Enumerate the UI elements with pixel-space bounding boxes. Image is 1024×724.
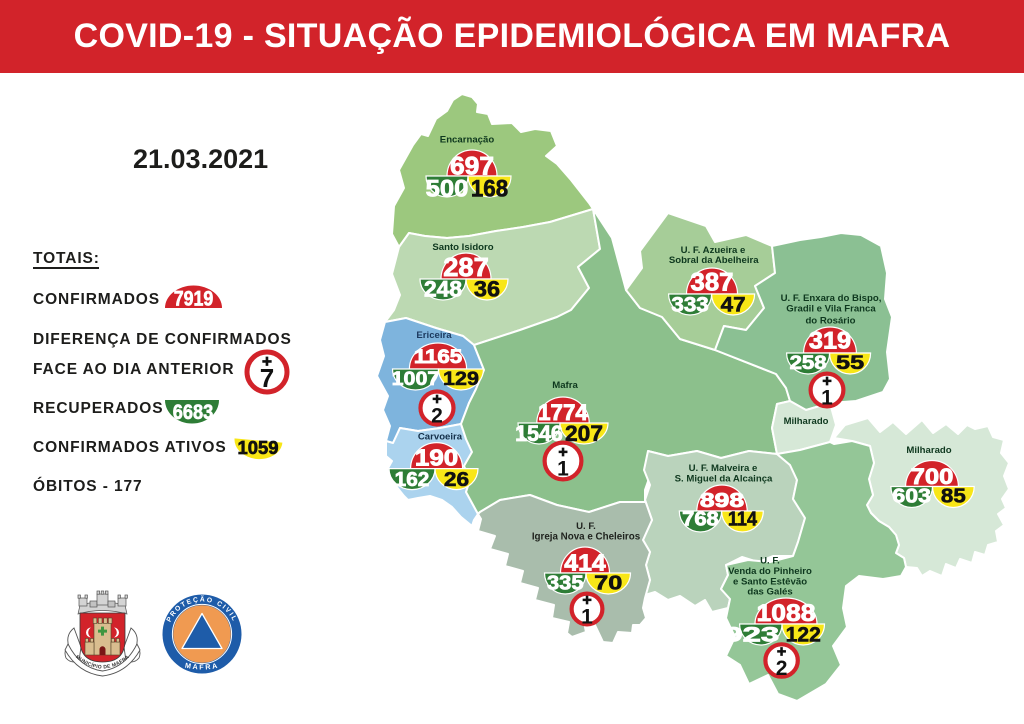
svg-text:+: +: [822, 373, 831, 390]
svg-text:697: 697: [450, 153, 494, 181]
svg-text:+: +: [432, 391, 441, 408]
svg-text:55: 55: [836, 353, 865, 374]
svg-text:+: +: [777, 644, 786, 661]
svg-text:Milharado: Milharado: [784, 416, 829, 427]
svg-text:47: 47: [721, 294, 746, 317]
svg-text:U. F. Azueira e: U. F. Azueira e: [681, 245, 746, 256]
svg-text:U. F. Enxara do Bispo,: U. F. Enxara do Bispo,: [781, 293, 882, 304]
svg-text:Carvoeira: Carvoeira: [418, 432, 463, 443]
svg-text:21.03.2021: 21.03.2021: [133, 144, 268, 174]
svg-text:1: 1: [557, 458, 569, 481]
svg-text:1: 1: [581, 606, 593, 629]
svg-text:U. F.: U. F.: [576, 521, 596, 532]
svg-text:190: 190: [415, 444, 458, 470]
svg-text:ÓBITOS - 177: ÓBITOS - 177: [33, 477, 143, 495]
svg-text:DIFERENÇA DE CONFIRMADOS: DIFERENÇA DE CONFIRMADOS: [33, 331, 292, 348]
svg-text:TOTAIS:: TOTAIS:: [33, 250, 100, 267]
svg-text:319: 319: [809, 327, 851, 354]
svg-text:1088: 1088: [757, 600, 816, 627]
svg-text:Gradil e Vila Franca: Gradil e Vila Franca: [786, 304, 876, 315]
svg-text:768: 768: [682, 509, 719, 531]
svg-text:FACE AO DIA ANTERIOR: FACE AO DIA ANTERIOR: [33, 361, 234, 378]
svg-text:+: +: [262, 352, 272, 371]
svg-text:CONFIRMADOS: CONFIRMADOS: [33, 291, 160, 308]
svg-text:Encarnação: Encarnação: [440, 135, 495, 146]
svg-text:Venda do Pinheiro: Venda do Pinheiro: [728, 566, 812, 577]
svg-text:Mafra: Mafra: [552, 380, 578, 391]
svg-text:923: 923: [724, 623, 779, 647]
svg-text:1007: 1007: [392, 368, 440, 390]
svg-text:Ericeira: Ericeira: [416, 330, 452, 341]
svg-text:do Rosário: do Rosário: [805, 316, 855, 327]
svg-text:7919: 7919: [174, 288, 214, 311]
svg-text:U. F.: U. F.: [760, 556, 780, 567]
svg-text:335: 335: [547, 573, 584, 595]
svg-text:das Galés: das Galés: [747, 586, 792, 597]
svg-text:287: 287: [443, 252, 489, 282]
svg-text:7: 7: [260, 363, 274, 393]
svg-text:333: 333: [671, 294, 708, 317]
svg-text:387: 387: [691, 268, 734, 296]
svg-text:36: 36: [474, 277, 500, 302]
svg-text:26: 26: [444, 469, 469, 491]
svg-text:CONFIRMADOS ATIVOS: CONFIRMADOS ATIVOS: [33, 439, 227, 456]
svg-text:2: 2: [776, 657, 788, 680]
svg-text:U. F. Malveira e: U. F. Malveira e: [689, 463, 758, 474]
svg-text:1165: 1165: [414, 346, 462, 368]
svg-text:1774: 1774: [538, 400, 588, 425]
svg-text:Milharado: Milharado: [906, 445, 951, 456]
svg-text:+: +: [558, 444, 567, 461]
svg-text:2: 2: [431, 405, 443, 428]
svg-text:RECUPERADOS: RECUPERADOS: [33, 400, 163, 417]
svg-text:S. Miguel da Alcainça: S. Miguel da Alcainça: [675, 474, 773, 485]
svg-text:6683: 6683: [173, 401, 214, 424]
svg-text:Sobral da Abelheira: Sobral da Abelheira: [669, 255, 759, 266]
svg-text:85: 85: [941, 486, 966, 508]
svg-text:114: 114: [728, 509, 758, 531]
svg-text:898: 898: [700, 490, 744, 512]
svg-text:129: 129: [443, 368, 479, 390]
svg-text:248: 248: [424, 277, 462, 302]
svg-text:Santo Isidoro: Santo Isidoro: [432, 242, 493, 253]
svg-text:Igreja Nova e Cheleiros: Igreja Nova e Cheleiros: [532, 532, 641, 543]
svg-text:+: +: [582, 592, 591, 609]
svg-text:414: 414: [564, 550, 606, 576]
svg-text:700: 700: [911, 464, 954, 489]
svg-text:MAFRA: MAFRA: [184, 661, 219, 672]
svg-text:168: 168: [471, 176, 508, 203]
svg-text:500: 500: [426, 176, 469, 203]
svg-text:122: 122: [786, 623, 821, 647]
svg-text:258: 258: [790, 353, 827, 374]
svg-text:70: 70: [594, 573, 622, 595]
svg-text:1: 1: [821, 387, 833, 410]
svg-text:207: 207: [565, 421, 603, 446]
svg-text:1059: 1059: [238, 437, 279, 458]
svg-text:e Santo Estêvão: e Santo Estêvão: [733, 576, 807, 587]
svg-text:603: 603: [892, 486, 931, 508]
svg-text:1546: 1546: [515, 421, 563, 446]
svg-text:162: 162: [395, 469, 430, 491]
